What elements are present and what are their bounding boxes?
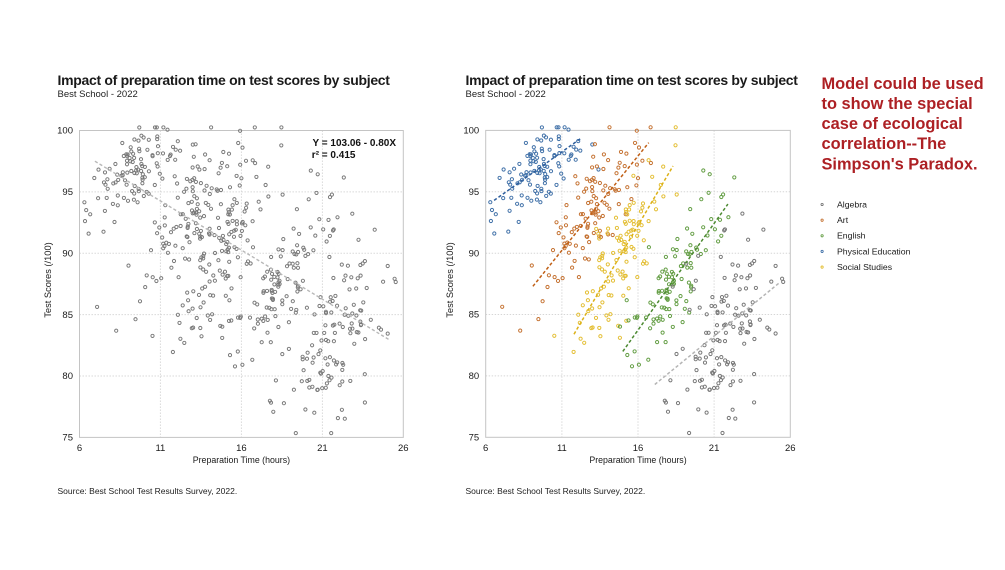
svg-text:correlation--The: correlation--The <box>822 135 947 153</box>
svg-text:Model could be used: Model could be used <box>822 75 984 93</box>
svg-text:100: 100 <box>463 126 479 137</box>
svg-text:85: 85 <box>62 310 73 321</box>
svg-text:95: 95 <box>62 187 73 198</box>
svg-text:Best School - 2022: Best School - 2022 <box>58 89 138 100</box>
svg-text:95: 95 <box>469 187 480 198</box>
svg-text:Y = 103.06 - 0.80X: Y = 103.06 - 0.80X <box>313 138 397 149</box>
svg-text:75: 75 <box>469 433 480 444</box>
svg-text:90: 90 <box>62 249 73 260</box>
svg-text:16: 16 <box>633 443 644 454</box>
svg-text:to show the special: to show the special <box>822 95 973 113</box>
svg-text:English: English <box>837 231 866 241</box>
svg-text:Preparation Time (hours): Preparation Time (hours) <box>193 455 290 465</box>
svg-text:Algebra: Algebra <box>837 199 867 209</box>
svg-text:6: 6 <box>483 443 488 454</box>
svg-text:Impact of preparation time on: Impact of preparation time on test score… <box>466 72 799 88</box>
svg-text:11: 11 <box>155 443 165 454</box>
svg-text:Source: Best School Test Resul: Source: Best School Test Results Survey,… <box>58 486 238 496</box>
svg-text:Test Scores (/100): Test Scores (/100) <box>445 242 455 317</box>
svg-text:21: 21 <box>709 443 720 454</box>
svg-text:Art: Art <box>837 215 849 225</box>
svg-text:85: 85 <box>469 310 480 321</box>
svg-text:Simpson's Paradox.: Simpson's Paradox. <box>822 155 978 173</box>
svg-text:r² = 0.415: r² = 0.415 <box>312 150 356 161</box>
svg-text:80: 80 <box>469 371 480 382</box>
svg-text:90: 90 <box>469 248 480 259</box>
svg-text:Impact of preparation time on: Impact of preparation time on test score… <box>58 72 391 88</box>
svg-text:case of ecological: case of ecological <box>822 115 963 133</box>
svg-text:26: 26 <box>785 443 796 454</box>
svg-text:6: 6 <box>77 443 82 454</box>
svg-text:Test Scores (/100): Test Scores (/100) <box>43 242 53 317</box>
svg-text:11: 11 <box>557 443 567 454</box>
svg-text:100: 100 <box>57 126 73 137</box>
svg-text:21: 21 <box>317 443 328 454</box>
svg-text:Source: Best School Test Resul: Source: Best School Test Results Survey,… <box>466 486 646 496</box>
svg-text:Physical Education: Physical Education <box>837 246 911 256</box>
svg-text:16: 16 <box>236 443 247 454</box>
svg-text:Best School - 2022: Best School - 2022 <box>466 89 546 100</box>
svg-text:Social Studies: Social Studies <box>837 262 893 272</box>
svg-text:Preparation Time (hours): Preparation Time (hours) <box>589 455 686 465</box>
svg-text:80: 80 <box>62 371 73 382</box>
svg-text:75: 75 <box>62 433 73 444</box>
svg-text:26: 26 <box>398 443 409 454</box>
